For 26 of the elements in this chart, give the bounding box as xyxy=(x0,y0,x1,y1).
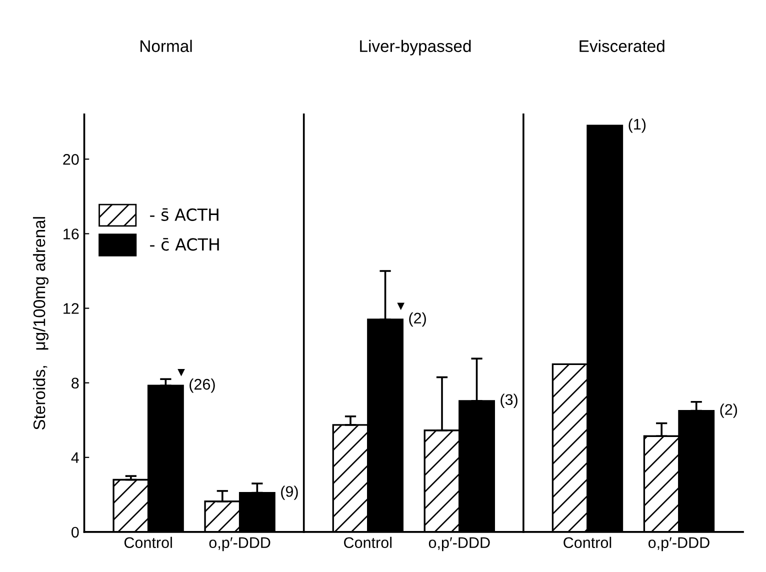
chart-title: Normal xyxy=(140,40,192,52)
x-tick-label: Control xyxy=(124,536,172,548)
x-tick-label: Control xyxy=(344,536,392,548)
chart-title: Eviscerated xyxy=(580,40,664,52)
y-tick-label: 20 xyxy=(63,154,79,165)
y-tick-label: 12 xyxy=(64,303,79,314)
annotation: (2) xyxy=(409,312,426,327)
legend-label: - s̄ ACTH xyxy=(150,208,218,221)
annotation: (2) xyxy=(720,404,738,418)
annotation: (26) xyxy=(190,378,215,393)
x-tick-label: Control xyxy=(564,536,612,548)
annotation: ▼ xyxy=(178,368,185,376)
y-tick-label: 16 xyxy=(64,228,79,240)
y-tick-label: 8 xyxy=(72,378,79,389)
annotation: (9) xyxy=(281,486,298,500)
y-tick-label: 0 xyxy=(72,526,79,538)
x-tick-label: o,p′-DDD xyxy=(648,537,710,552)
x-tick-label: o,p′-DDD xyxy=(428,537,490,552)
y-tick-label: 4 xyxy=(71,452,79,463)
x-tick-label: o,p′-DDD xyxy=(209,537,270,552)
annotation: (3) xyxy=(500,394,518,408)
annotation: (1) xyxy=(628,118,646,133)
y-axis-title: Steroids, μg/100mg adrenal xyxy=(32,217,49,430)
legend-label: - c̄ ACTH xyxy=(150,238,219,251)
chart-title: Liver-bypassed xyxy=(360,40,471,56)
annotation: ▼ xyxy=(397,302,404,310)
